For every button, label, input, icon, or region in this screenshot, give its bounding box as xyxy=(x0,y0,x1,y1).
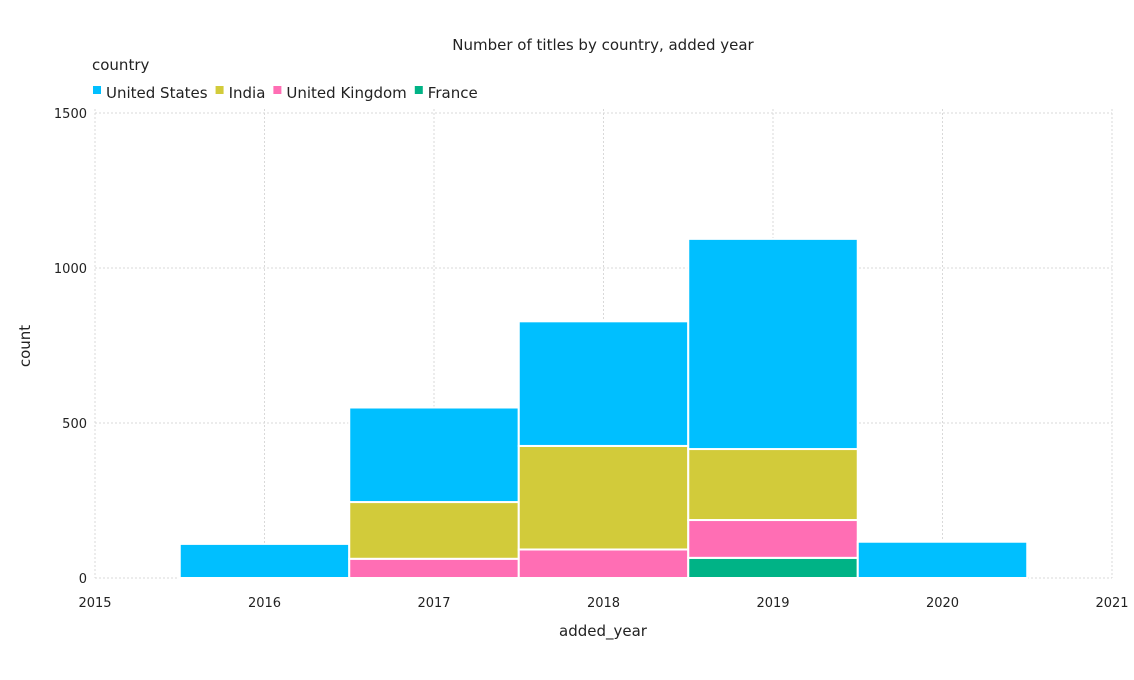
legend-label: France xyxy=(428,84,478,102)
bar-united-states-2016 xyxy=(178,542,351,580)
x-tick-label: 2020 xyxy=(926,596,959,611)
y-tick-label: 1500 xyxy=(54,107,87,122)
x-tick-label: 2017 xyxy=(417,596,450,611)
y-tick-label: 0 xyxy=(79,572,87,587)
x-tick-label: 2015 xyxy=(78,596,111,611)
legend-item-france: France xyxy=(414,84,478,102)
y-axis-title: count xyxy=(16,325,34,367)
legend-item-india: India xyxy=(215,84,266,102)
legend-label: United Kingdom xyxy=(286,84,406,102)
legend: United States India United Kingdom France xyxy=(93,84,478,102)
bar-india-2019 xyxy=(687,448,859,522)
x-axis-title: added_year xyxy=(559,622,648,641)
x-axis-ticks: 2015 2016 2017 2018 2019 2020 2021 xyxy=(78,596,1128,611)
y-tick-label: 500 xyxy=(62,417,87,432)
legend-swatch xyxy=(273,86,282,94)
legend-swatch xyxy=(215,86,224,94)
x-tick-label: 2016 xyxy=(248,596,281,611)
legend-title: country xyxy=(92,56,149,74)
legend-label: United States xyxy=(106,84,208,102)
bar-united-states-2019 xyxy=(687,237,859,451)
x-tick-label: 2021 xyxy=(1095,596,1128,611)
legend-label: India xyxy=(229,84,266,102)
bar-france-2019 xyxy=(687,556,859,579)
bar-india-2018 xyxy=(517,444,690,551)
legend-item-united-kingdom: United Kingdom xyxy=(273,84,407,102)
bar-united-states-2017 xyxy=(348,406,520,504)
bar-india-2017 xyxy=(348,501,520,560)
legend-swatch xyxy=(414,86,423,94)
chart-title: Number of titles by country, added year xyxy=(452,36,754,54)
legend-swatch xyxy=(93,86,101,94)
x-tick-label: 2019 xyxy=(756,596,789,611)
legend-item-united-states: United States xyxy=(93,84,208,102)
bar-united-states-2020 xyxy=(856,540,1029,579)
bar-united-kingdom-2018 xyxy=(517,548,690,579)
bar-united-states-2018 xyxy=(517,320,690,447)
bars xyxy=(178,237,1029,580)
bar-united-kingdom-2019 xyxy=(687,519,859,559)
y-tick-label: 1000 xyxy=(54,262,87,277)
bar-united-kingdom-2017 xyxy=(348,557,520,580)
y-axis-ticks: 0 500 1000 1500 xyxy=(54,107,87,587)
x-tick-label: 2018 xyxy=(587,596,620,611)
